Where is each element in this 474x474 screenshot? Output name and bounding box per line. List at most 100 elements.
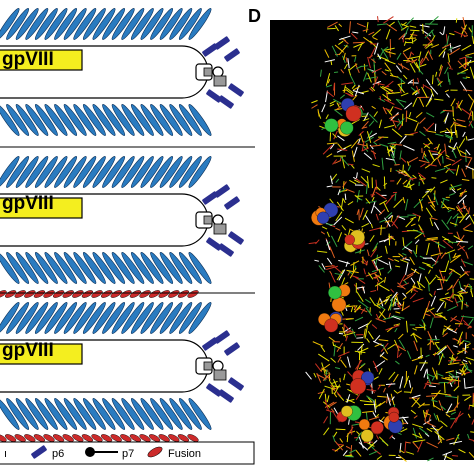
coat-protein (159, 156, 183, 188)
atom-bond (428, 150, 438, 153)
atom-bond (395, 360, 400, 365)
atom-bond (316, 372, 322, 383)
atom-bond (418, 432, 423, 439)
atom-bond (462, 202, 469, 213)
atom-bond (390, 143, 403, 146)
atom-bond (423, 155, 430, 163)
atom-bond (359, 65, 368, 68)
coat-protein (54, 8, 78, 40)
p6-protein (206, 89, 222, 103)
atom-bond (366, 175, 370, 189)
coat-protein (82, 252, 106, 284)
atom-bond (365, 76, 377, 80)
atom-bond (446, 215, 453, 225)
atom-bond (394, 106, 402, 111)
atom-bond (350, 164, 355, 169)
atom-bond (407, 79, 413, 85)
atom-bond (355, 172, 358, 179)
atom-bond (432, 352, 438, 356)
atom-bond (459, 369, 467, 375)
atom-bond (386, 395, 389, 404)
atom-bond (461, 178, 470, 181)
atom-bond (467, 138, 474, 141)
fusion-protein (110, 434, 122, 442)
atom-bond (384, 296, 390, 305)
atom-bond (371, 255, 383, 262)
atom-bond (429, 85, 439, 95)
coat-protein (140, 252, 164, 284)
atom-bond (368, 120, 375, 127)
atom-bond (368, 416, 380, 421)
atom-bond (399, 135, 407, 144)
legend-cut-label: ı (4, 448, 8, 460)
p6-protein (224, 48, 240, 62)
atom-bond (386, 343, 396, 350)
p6-protein (218, 95, 234, 109)
atom-bond (419, 117, 426, 124)
atom-bond (429, 293, 433, 297)
atom-bond (405, 262, 409, 275)
p6-protein (202, 337, 218, 351)
atom-bond (444, 249, 456, 255)
coat-protein (150, 8, 174, 40)
atom-bond (445, 154, 450, 158)
atom-bond (345, 92, 355, 97)
atom-bond (345, 89, 354, 96)
p6-protein (202, 191, 218, 205)
coat-protein (63, 252, 87, 284)
atom-bond (419, 130, 426, 137)
atom-bond (412, 327, 418, 331)
atom-bond (360, 344, 363, 355)
atom-bond (380, 225, 382, 236)
atom-bond (412, 98, 418, 107)
coat-protein (25, 302, 49, 334)
atom-bond (336, 147, 347, 153)
atom-bond (448, 192, 455, 196)
atom-bond (349, 179, 357, 185)
atom-bond (425, 190, 430, 193)
atom-bond (338, 332, 344, 335)
atom-bond (427, 130, 437, 134)
atom-bond (454, 124, 467, 128)
atom-bond (444, 292, 449, 296)
atom-bond (331, 235, 338, 248)
fusion-protein (81, 290, 94, 298)
coat-protein (73, 398, 97, 430)
atom-bond (418, 215, 421, 222)
atom-bond (351, 423, 359, 426)
atom-bond (461, 368, 466, 376)
atom-bond (373, 275, 381, 279)
atom-bond (398, 169, 408, 174)
coat-protein (121, 398, 145, 430)
atom-bond (376, 297, 381, 306)
atom-bond (447, 305, 457, 312)
atom-bond (437, 346, 447, 356)
coat-protein (130, 252, 154, 284)
coat-protein (82, 156, 106, 188)
atom-bond (395, 265, 401, 268)
atom-bond (441, 219, 450, 230)
atom-bond (356, 209, 360, 216)
atom-bond (366, 395, 375, 402)
fusion-protein (0, 434, 7, 442)
atom-bond (465, 76, 470, 79)
atom-bond (429, 186, 436, 193)
atom-bond (361, 126, 368, 129)
atom-bond (410, 409, 416, 415)
atom-bond (375, 318, 386, 323)
atom-bond (421, 86, 428, 98)
atom-bond (324, 393, 327, 402)
atom-bond (449, 382, 453, 387)
atom-bond (410, 33, 418, 36)
atom-bond (403, 40, 407, 46)
atom-bond (455, 206, 464, 217)
coat-protein (188, 398, 212, 430)
legend-p7-label: p7 (122, 448, 135, 460)
gene-label-box (0, 49, 83, 71)
atom-bond (455, 18, 458, 23)
atom-bond (403, 246, 413, 252)
atom-bond (378, 436, 389, 447)
coat-protein (159, 104, 183, 136)
atom-bond (443, 163, 452, 168)
atom-bond (450, 317, 461, 323)
